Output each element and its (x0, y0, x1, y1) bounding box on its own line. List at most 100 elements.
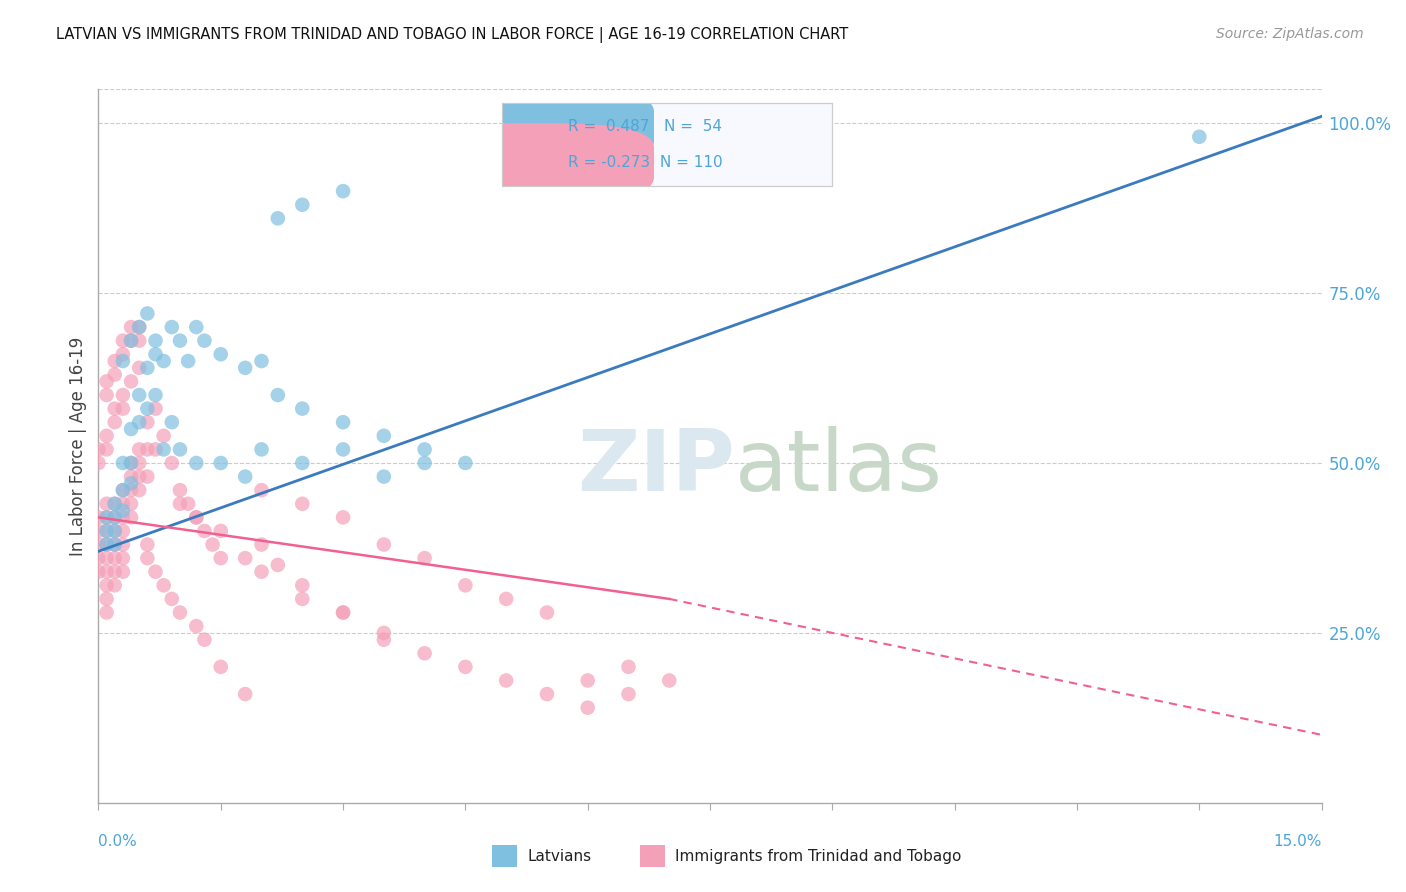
Point (96, 524, 118, 538)
Point (373, 469, 395, 483)
Point (267, 388, 290, 402)
Point (169, 606, 191, 620)
Point (136, 551, 159, 566)
Text: Latvians: Latvians (527, 849, 592, 863)
Point (658, 673, 681, 688)
Point (104, 415, 127, 429)
Point (291, 591, 314, 606)
Point (413, 442, 436, 457)
Point (454, 578, 477, 592)
Point (332, 606, 354, 620)
Point (152, 578, 174, 592)
Point (186, 320, 208, 334)
Point (87, 456, 110, 470)
Point (111, 354, 134, 368)
Point (111, 401, 134, 416)
Point (120, 510, 142, 524)
Point (332, 442, 354, 457)
Point (209, 660, 232, 674)
Point (104, 497, 127, 511)
Point (96, 510, 118, 524)
Point (160, 320, 183, 334)
Point (536, 606, 558, 620)
Point (104, 551, 127, 566)
Point (186, 510, 208, 524)
Point (120, 497, 142, 511)
Point (413, 456, 436, 470)
Point (291, 198, 314, 212)
Text: Immigrants from Trinidad and Tobago: Immigrants from Trinidad and Tobago (675, 849, 962, 863)
Point (160, 415, 183, 429)
Point (111, 497, 134, 511)
Point (233, 360, 256, 375)
Point (152, 442, 174, 457)
Point (373, 429, 395, 443)
Point (495, 591, 517, 606)
Point (186, 619, 208, 633)
Point (332, 415, 354, 429)
Point (120, 334, 142, 348)
Point (177, 497, 200, 511)
Point (96, 510, 118, 524)
Point (104, 401, 127, 416)
Point (454, 660, 477, 674)
Point (233, 551, 256, 566)
Point (104, 537, 127, 551)
Point (250, 354, 273, 368)
Point (111, 524, 134, 538)
Point (128, 442, 150, 457)
Point (104, 537, 127, 551)
Text: 0.0%: 0.0% (98, 834, 138, 849)
Point (111, 456, 134, 470)
Point (145, 442, 167, 457)
Point (145, 565, 167, 579)
Point (96, 497, 118, 511)
Point (250, 565, 273, 579)
Point (96, 537, 118, 551)
Point (96, 429, 118, 443)
Point (104, 524, 127, 538)
Point (145, 347, 167, 361)
Point (186, 456, 208, 470)
Point (128, 320, 150, 334)
Point (111, 388, 134, 402)
Point (104, 578, 127, 592)
Point (209, 524, 232, 538)
Point (332, 184, 354, 198)
Point (111, 483, 134, 498)
Point (413, 646, 436, 660)
Point (136, 469, 159, 483)
Point (177, 354, 200, 368)
Point (495, 673, 517, 688)
Point (120, 483, 142, 498)
Point (111, 483, 134, 498)
Point (193, 524, 215, 538)
Point (617, 687, 640, 701)
Point (111, 503, 134, 517)
Point (111, 537, 134, 551)
Point (96, 442, 118, 457)
Point (87, 551, 110, 566)
Point (120, 422, 142, 436)
Point (96, 388, 118, 402)
Point (96, 606, 118, 620)
Point (617, 660, 640, 674)
Point (145, 334, 167, 348)
Point (104, 368, 127, 382)
Point (152, 429, 174, 443)
Point (267, 558, 290, 572)
Point (136, 401, 159, 416)
Point (111, 347, 134, 361)
Point (96, 537, 118, 551)
Point (193, 632, 215, 647)
Point (120, 456, 142, 470)
Point (413, 551, 436, 566)
Point (128, 483, 150, 498)
Point (128, 469, 150, 483)
Point (120, 476, 142, 491)
Text: ZIP: ZIP (576, 425, 734, 509)
Point (128, 334, 150, 348)
Point (104, 497, 127, 511)
Point (291, 401, 314, 416)
Point (128, 360, 150, 375)
